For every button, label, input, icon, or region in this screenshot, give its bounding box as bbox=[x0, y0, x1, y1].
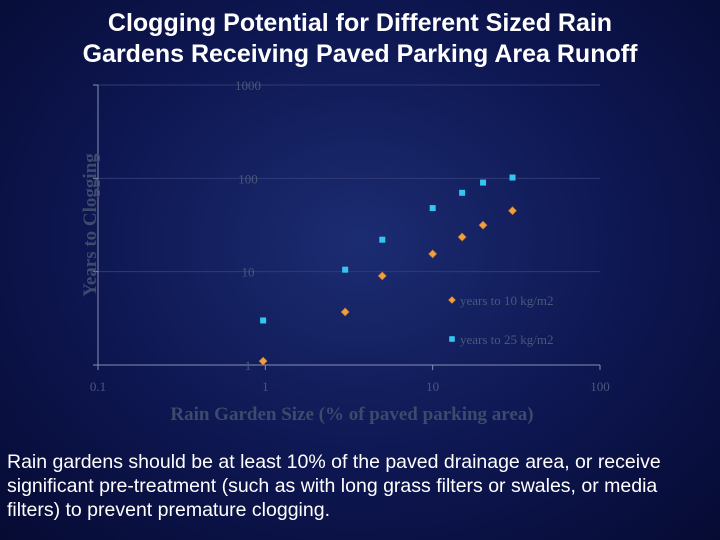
point-25kg-1 bbox=[342, 266, 349, 273]
point-25kg-3 bbox=[429, 205, 436, 212]
point-10kg-4 bbox=[457, 232, 467, 242]
point-10kg-1 bbox=[340, 307, 350, 317]
y-tick-label-1000: 1000 bbox=[235, 78, 261, 93]
point-10kg-0 bbox=[258, 356, 268, 366]
point-10kg-3 bbox=[428, 249, 438, 259]
data-points bbox=[258, 174, 517, 366]
y-axis-title: Years to Clogging bbox=[80, 153, 101, 297]
point-10kg-5 bbox=[478, 220, 488, 230]
point-25kg-4 bbox=[459, 189, 466, 196]
legend: years to 10 kg/m2 years to 25 kg/m2 bbox=[448, 293, 554, 347]
axes bbox=[93, 84, 601, 370]
gridlines bbox=[98, 84, 600, 273]
scatter-chart: 1 10 100 1000 0.1 1 10 100 Years to Clogging Ra… bbox=[80, 78, 610, 425]
x-tick-label-100: 100 bbox=[590, 379, 610, 394]
point-25kg-6 bbox=[509, 174, 516, 181]
x-tick-label-0.1: 0.1 bbox=[90, 379, 106, 394]
tick-labels: 1 10 100 1000 0.1 1 10 100 bbox=[90, 78, 610, 394]
legend-item-25kg: years to 25 kg/m2 bbox=[449, 332, 554, 347]
x-tick-label-10: 10 bbox=[426, 379, 439, 394]
legend-label-25kg: years to 25 kg/m2 bbox=[460, 332, 554, 347]
point-10kg-6 bbox=[508, 206, 517, 216]
slide-title: Clogging Potential for Different Sized R… bbox=[0, 8, 720, 70]
point-25kg-2 bbox=[379, 236, 386, 243]
x-axis-title: Rain Garden Size (% of paved parking are… bbox=[170, 404, 533, 425]
legend-label-10kg: years to 10 kg/m2 bbox=[460, 293, 554, 308]
point-25kg-5 bbox=[480, 179, 487, 186]
y-tick-label-10: 10 bbox=[242, 265, 255, 280]
point-10kg-2 bbox=[377, 271, 387, 281]
x-tick-label-1: 1 bbox=[262, 379, 269, 394]
slide-caption: Rain gardens should be at least 10% of t… bbox=[7, 451, 661, 521]
legend-marker-25kg bbox=[449, 336, 455, 342]
slide-title-line-1: Clogging Potential for Different Sized R… bbox=[107, 9, 613, 37]
slide-title-line-2: Gardens Receiving Paved Parking Area Run… bbox=[82, 40, 638, 68]
legend-item-10kg: years to 10 kg/m2 bbox=[448, 293, 554, 308]
y-tick-label-1: 1 bbox=[245, 358, 252, 373]
y-tick-label-100: 100 bbox=[238, 171, 258, 186]
point-25kg-0 bbox=[260, 317, 267, 324]
legend-marker-10kg bbox=[448, 296, 456, 304]
